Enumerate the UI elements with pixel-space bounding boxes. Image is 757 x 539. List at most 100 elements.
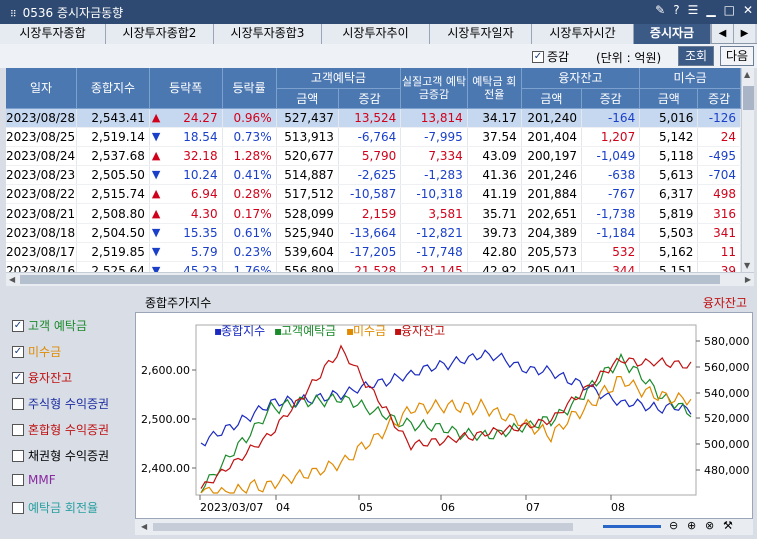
col-kospi[interactable]: 종합지수 — [76, 68, 150, 109]
close-icon[interactable]: ✕ — [742, 3, 753, 17]
unpaid-amount-cell-value: 6,317 — [659, 187, 694, 202]
pin-icon[interactable]: ✎ — [655, 3, 666, 17]
chart-toolbar: ◀ ⊖ ⊕ ⊗ ⚒ — [135, 519, 753, 535]
table-row[interactable]: 2023/08/22 2,515.74 ▲ 6.94 0.28% 517,512 -10,5… — [6, 184, 741, 205]
help-icon[interactable]: ? — [673, 3, 680, 17]
tab-market-trend[interactable]: 시장투자추이 — [322, 24, 430, 44]
left-tick-label: 2,500.00 — [141, 413, 190, 426]
checkbox-icon[interactable]: ✓ — [12, 319, 24, 332]
turnover-cell-value: 41.19 — [482, 187, 517, 202]
col-unpaid-amount[interactable]: 금액 — [639, 88, 699, 109]
checkbox-icon[interactable] — [12, 501, 24, 514]
table-row[interactable]: 2023/08/24 2,537.68 ▲ 32.18 1.28% 520,677 5,79… — [6, 146, 741, 167]
legend-label: 융자잔고 — [28, 371, 73, 385]
col-credit-delta[interactable]: 증감 — [581, 88, 641, 109]
table-row[interactable]: 2023/08/21 2,508.80 ▲ 4.30 0.17% 528,099 2,159… — [6, 203, 741, 224]
table-row[interactable]: 2023/08/18 2,504.50 ▼ 15.35 0.61% 525,940 -13,… — [6, 223, 741, 243]
table-row[interactable]: 2023/08/17 2,519.85 ▼ 5.79 0.23% 539,604 -17,2… — [6, 242, 741, 263]
next-button[interactable]: 다음 — [720, 46, 754, 66]
maximize-icon[interactable]: □ — [723, 3, 735, 17]
tab-stock-funds[interactable]: 증시자금 — [634, 24, 711, 44]
col-deposit[interactable]: 고객예탁금 — [276, 68, 402, 89]
tab-market-summary-3[interactable]: 시장투자종합3 — [214, 24, 322, 44]
rate-cell-value: 0.61% — [233, 225, 272, 240]
legend-item[interactable]: 혼합형 수익증권 — [12, 421, 109, 438]
col-unpaid-delta[interactable]: 증감 — [697, 88, 741, 109]
table-hscrollbar[interactable]: ◀ ▶ — [6, 272, 754, 286]
legend-item[interactable]: 주식형 수익증권 — [12, 395, 109, 412]
chart-legend-label: 융자잔고 — [401, 324, 445, 338]
query-button[interactable]: 조회 — [678, 46, 714, 66]
unit-label: (단위 : 억원) — [596, 51, 662, 65]
legend-item[interactable]: 채권형 수익증권 — [12, 447, 109, 464]
tab-prev-icon[interactable]: ◀ — [711, 24, 733, 43]
tab-market-summary-2[interactable]: 시장투자종합2 — [106, 24, 214, 44]
col-credit-amount[interactable]: 금액 — [521, 88, 583, 109]
zoom-in-icon[interactable]: ⊕ — [687, 519, 697, 532]
checkbox-icon[interactable]: ✓ — [532, 50, 544, 63]
menu-grip-icon[interactable]: ⠿ — [10, 10, 17, 20]
right-tick-label: 520,000 — [704, 412, 750, 425]
table-row[interactable]: 2023/08/28 2,543.41 ▲ 24.27 0.96% 527,437 13,5… — [6, 108, 741, 128]
col-credit[interactable]: 융자잔고 — [521, 68, 641, 89]
table-row[interactable]: 2023/08/25 2,519.14 ▼ 18.54 0.73% 513,913 -6,7… — [6, 127, 741, 147]
legend-item[interactable]: MMF — [12, 473, 56, 487]
legend-item[interactable]: 예탁금 회전율 — [12, 499, 98, 516]
chart-tools-icon[interactable]: ⚒ — [723, 519, 733, 532]
vscroll-thumb[interactable] — [743, 86, 754, 110]
table-row[interactable]: 2023/08/16 2,525.64 ▼ 45.23 1.76% 556,809 21,5… — [6, 261, 741, 272]
zoom-reset-icon[interactable]: ⊗ — [705, 519, 715, 532]
col-date[interactable]: 일자 — [6, 68, 78, 109]
chart-area[interactable]: 2,400.00 2,500.00 2,600.00 480,000 500,000 52… — [135, 312, 753, 519]
chart-scroll-track[interactable] — [153, 523, 573, 531]
legend-item[interactable]: ✓ 고객 예탁금 — [12, 317, 87, 334]
scroll-up-icon[interactable]: ▲ — [744, 70, 751, 79]
real-change-cell: 3,581 — [400, 203, 468, 224]
tab-market-time[interactable]: 시장투자시간 — [532, 24, 634, 44]
deposit-amount-cell: 520,677 — [276, 146, 339, 167]
date-cell-value: 2023/08/25 — [6, 129, 76, 144]
table-row[interactable]: 2023/08/23 2,505.50 ▼ 10.24 0.41% 514,887 -2,6… — [6, 165, 741, 186]
settings-icon[interactable]: ☰ — [687, 3, 699, 17]
credit-delta-cell-value: -1,738 — [596, 206, 636, 221]
col-deposit-amount[interactable]: 금액 — [276, 88, 339, 109]
legend-item[interactable]: ✓ 융자잔고 — [12, 369, 72, 386]
tab-market-date[interactable]: 시장투자일자 — [430, 24, 532, 44]
scroll-left-icon[interactable]: ◀ — [9, 275, 16, 284]
zoom-out-icon[interactable]: ⊖ — [669, 519, 679, 532]
increase-checkbox[interactable]: ✓ 증감 — [532, 48, 569, 65]
tab-next-icon[interactable]: ▶ — [733, 24, 755, 43]
date-cell-value: 2023/08/17 — [6, 244, 76, 259]
col-deposit-delta[interactable]: 증감 — [338, 88, 402, 109]
minimize-icon[interactable]: ▁ — [706, 3, 716, 17]
deposit-amount-cell-value: 517,512 — [284, 187, 334, 202]
tab-market-summary[interactable]: 시장투자종합 — [0, 24, 106, 44]
checkbox-icon[interactable]: ✓ — [12, 345, 24, 358]
unpaid-amount-cell: 5,016 — [639, 108, 699, 128]
hscroll-thumb[interactable] — [20, 275, 720, 284]
legend-item[interactable]: ✓ 미수금 — [12, 343, 61, 360]
checkbox-icon[interactable] — [12, 449, 24, 462]
checkbox-icon[interactable]: ✓ — [12, 371, 24, 384]
col-turnover[interactable]: 예탁금 회전율 — [467, 68, 522, 109]
zoom-slider[interactable] — [603, 525, 661, 528]
real-change-cell-value: -17,748 — [416, 244, 463, 259]
scroll-right-icon[interactable]: ▶ — [744, 275, 751, 284]
table-vscrollbar[interactable]: ▲ ▼ — [741, 68, 754, 272]
col-rate[interactable]: 등락률 — [222, 68, 277, 109]
checkbox-icon[interactable] — [12, 474, 24, 486]
increase-label: 증감 — [547, 50, 570, 64]
turnover-cell-value: 35.71 — [482, 206, 517, 221]
checkbox-icon[interactable] — [12, 423, 24, 436]
checkbox-icon[interactable] — [12, 397, 24, 410]
turnover-cell: 34.17 — [467, 108, 522, 128]
rate-cell: 1.76% — [222, 261, 277, 272]
col-real-change[interactable]: 실질고객 예탁금증감 — [400, 68, 468, 109]
kospi-cell-value: 2,525.64 — [91, 264, 145, 272]
chart-scroll-left-icon[interactable]: ◀ — [141, 522, 148, 531]
down-triangle-icon: ▼ — [151, 264, 161, 272]
scroll-down-icon[interactable]: ▼ — [744, 261, 751, 270]
col-unpaid[interactable]: 미수금 — [639, 68, 741, 89]
col-change[interactable]: 등락폭 — [149, 68, 223, 109]
unpaid-amount-cell: 5,613 — [639, 165, 699, 186]
